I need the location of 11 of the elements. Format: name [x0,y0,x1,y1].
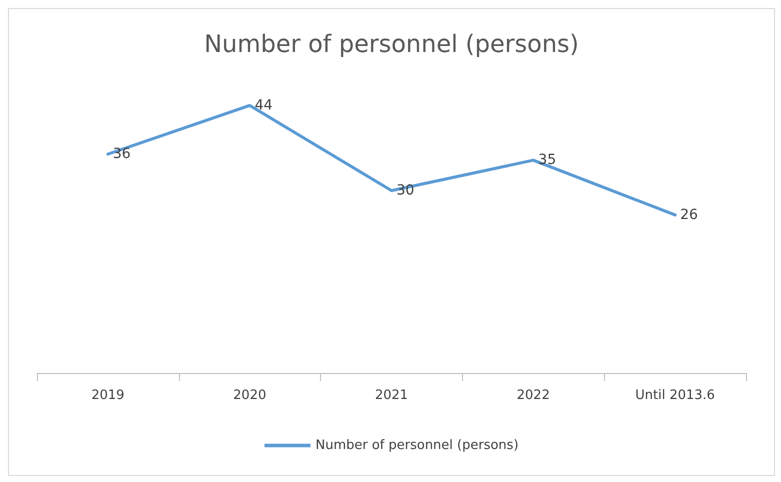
x-tick-label: 2021 [374,388,408,403]
x-tick-label: 2019 [91,388,124,403]
legend-label: Number of personnel (persons) [315,438,519,453]
x-tick-label: Until 2013.6 [635,388,715,403]
data-label: 35 [538,152,556,168]
data-label: 36 [112,146,131,162]
data-label: 26 [680,206,698,223]
chart-title: Number of personnel (persons) [204,30,579,58]
data-label: 44 [254,97,273,114]
x-tick-label: 2020 [233,388,266,403]
x-tick-label: 2022 [516,388,550,403]
